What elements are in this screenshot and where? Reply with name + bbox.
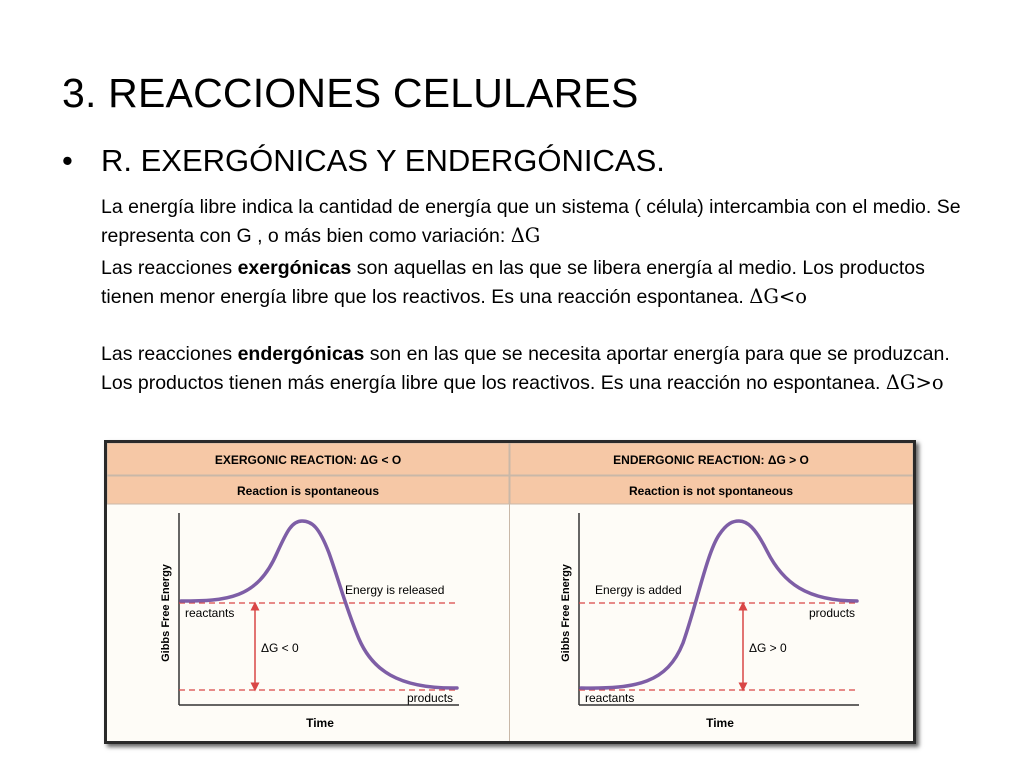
exergonic-x-label: Time: [306, 716, 334, 730]
exergonic-delta-label: ΔG < 0: [261, 641, 299, 655]
term-exergonic: exergónicas: [237, 257, 352, 279]
paragraph-exergonic: Las reacciones exergónicas son aquellas …: [101, 255, 981, 311]
exergonic-plot: Gibbs Free Energy Time Energy is release…: [160, 513, 459, 730]
delta-g-symbol: ΔG: [510, 223, 541, 247]
paragraph-endergonic: Las reacciones endergónicas son en las q…: [101, 341, 981, 397]
paragraph-exergonic-intro: Las reacciones: [101, 257, 238, 279]
exergonic-products-label: products: [407, 691, 453, 705]
endergonic-plot: Gibbs Free Energy Time Energy is added p…: [560, 513, 859, 730]
delta-g-negative-symbol: ΔG<o: [749, 284, 807, 308]
exergonic-y-label: Gibbs Free Energy: [160, 563, 172, 662]
paragraph-free-energy: La energía libre indica la cantidad de e…: [101, 194, 981, 250]
endergonic-x-label: Time: [706, 716, 734, 730]
header-cell-left: [107, 443, 510, 476]
exergonic-reactants-label: reactants: [185, 606, 234, 620]
endergonic-reactants-label: reactants: [585, 691, 634, 705]
subheader-cell-right: [509, 475, 913, 505]
reaction-energy-diagrams: EXERGONIC REACTION: ΔG < O ENDERGONIC RE…: [107, 443, 913, 741]
right-subheader-text: Reaction is not spontaneous: [629, 484, 793, 498]
bullet-heading-text: R. EXERGÓNICAS Y ENDERGÓNICAS.: [101, 143, 665, 178]
reaction-energy-figure: EXERGONIC REACTION: ΔG < O ENDERGONIC RE…: [104, 440, 916, 744]
subheader-cell-left: [107, 475, 510, 505]
left-header-text: EXERGONIC REACTION: ΔG < O: [215, 453, 401, 467]
header-cell-right: [509, 443, 913, 476]
endergonic-delta-label: ΔG > 0: [749, 641, 787, 655]
left-subheader-text: Reaction is spontaneous: [237, 484, 379, 498]
endergonic-energy-label: Energy is added: [595, 583, 682, 597]
bullet-icon: •: [62, 143, 73, 178]
endergonic-y-label: Gibbs Free Energy: [560, 563, 572, 662]
term-endergonic: endergónicas: [237, 343, 365, 365]
exergonic-energy-curve: [179, 519, 459, 690]
right-header-text: ENDERGONIC REACTION: ΔG > O: [613, 453, 809, 467]
exergonic-energy-label: Energy is released: [345, 583, 444, 597]
paragraph-endergonic-text: son en las que se necesita aportar energ…: [101, 343, 950, 394]
endergonic-energy-curve: [579, 519, 859, 690]
endergonic-products-label: products: [809, 606, 855, 620]
delta-g-positive-symbol: ΔG>o: [885, 370, 944, 394]
paragraph-endergonic-intro: Las reacciones: [101, 343, 238, 365]
paragraph-free-energy-text: La energía libre indica la cantidad de e…: [101, 196, 961, 247]
slide-title: 3. REACCIONES CELULARES: [62, 70, 639, 116]
paragraph-exergonic-text: son aquellas en las que se libera energí…: [101, 257, 925, 308]
